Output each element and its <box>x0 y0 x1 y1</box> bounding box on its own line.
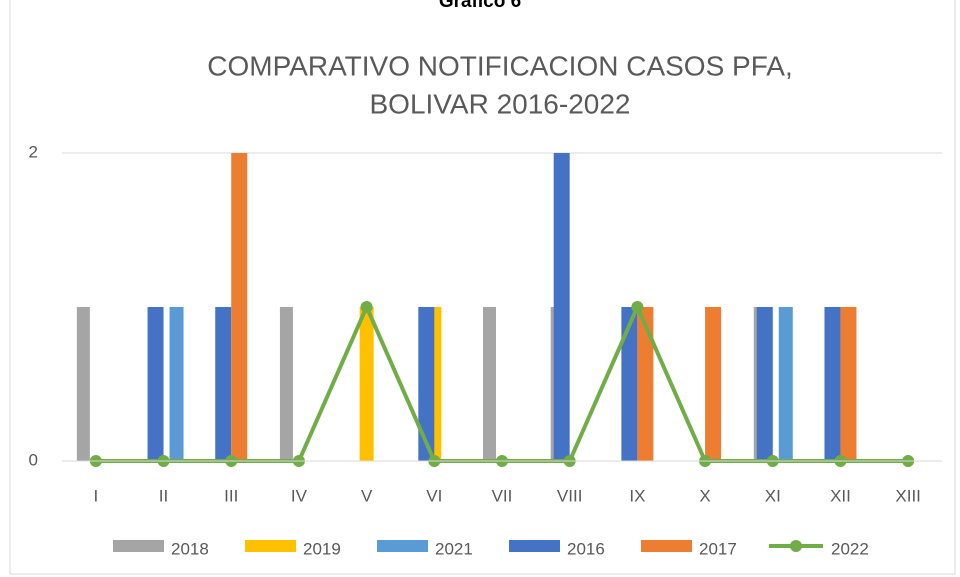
y-tick-label: 2 <box>29 142 38 161</box>
chart-frame <box>9 0 956 575</box>
bar <box>359 307 374 461</box>
legend-swatch <box>790 540 802 552</box>
bar <box>169 307 184 461</box>
legend-swatch <box>377 540 428 552</box>
bar <box>824 307 841 461</box>
legend-label: 2022 <box>831 539 869 558</box>
chart-title: BOLIVAR 2016-2022 <box>370 88 631 119</box>
x-tick-label: III <box>224 486 238 505</box>
legend-swatch <box>641 540 692 552</box>
chart-title: COMPARATIVO NOTIFICACION CASOS PFA, <box>207 50 792 81</box>
legend-label: 2016 <box>567 539 605 558</box>
legend-swatch <box>509 540 560 552</box>
chart-heading: Gráfico 6 <box>439 0 521 12</box>
x-tick-label: V <box>361 486 373 505</box>
bar <box>621 307 638 461</box>
bar <box>840 307 857 461</box>
x-tick-label: II <box>159 486 168 505</box>
x-tick-label: VI <box>426 486 442 505</box>
bar <box>76 307 90 461</box>
legend-label: 2019 <box>303 539 341 558</box>
bar <box>215 307 232 461</box>
x-tick-label: XI <box>765 486 781 505</box>
bar <box>483 307 496 461</box>
line-marker <box>631 301 644 313</box>
x-tick-label: XIII <box>895 486 921 505</box>
bar <box>637 307 654 461</box>
y-tick-label: 0 <box>29 450 38 469</box>
bar <box>147 307 164 461</box>
legend-label: 2021 <box>435 539 473 558</box>
x-tick-label: IV <box>291 486 308 505</box>
bar <box>705 307 722 461</box>
x-tick-label: IX <box>629 486 645 505</box>
legend-swatch <box>113 540 164 552</box>
bar <box>756 307 773 461</box>
line-marker <box>360 301 373 313</box>
bar <box>231 153 248 461</box>
x-tick-label: X <box>699 486 710 505</box>
x-tick-label: VIII <box>557 486 583 505</box>
x-tick-label: I <box>93 486 98 505</box>
bar <box>418 307 435 461</box>
bar <box>553 153 570 461</box>
x-tick-label: VII <box>492 486 513 505</box>
legend-swatch <box>245 540 296 552</box>
x-tick-label: XII <box>830 486 851 505</box>
bar <box>778 307 793 461</box>
bar <box>279 307 293 461</box>
legend-label: 2018 <box>171 539 209 558</box>
legend-label: 2017 <box>699 539 737 558</box>
